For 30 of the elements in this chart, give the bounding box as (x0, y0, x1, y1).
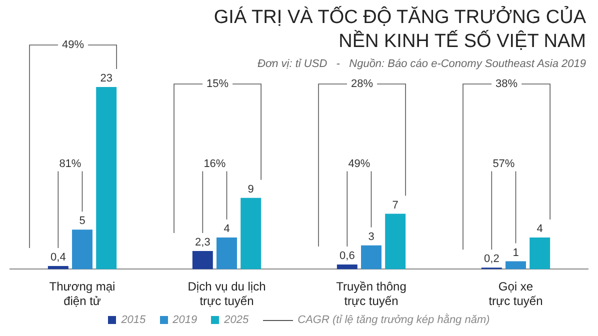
annotation: 38% (496, 78, 518, 90)
data-label: 1 (512, 246, 519, 259)
annotation: 57% (492, 158, 515, 170)
data-label: 7 (392, 199, 398, 212)
x-tick-label: Gọi xe trực tuyến (488, 280, 543, 308)
annotation: 81% (59, 158, 82, 170)
x-tick-label: Dịch vụ du lịch trực tuyến (188, 280, 266, 308)
annotation: 16% (204, 158, 226, 170)
x-tick-label: Truyền thông trực tuyến (336, 280, 406, 308)
data-label: 4 (536, 223, 543, 236)
data-label: 2,3 (195, 236, 210, 249)
text: CAGR (tỉ lệ tăng trưởng kép hằng năm) (298, 314, 490, 326)
legend-label: 2015 (121, 314, 146, 326)
x-tick-label: Thương mại điện tử (49, 280, 116, 308)
data-label: 0,6 (340, 250, 355, 262)
legend-label: 2019 (172, 314, 198, 326)
data-label: 5 (79, 215, 86, 228)
annotation: 28% (351, 78, 374, 90)
data-label: 4 (224, 223, 230, 236)
annotation: 49% (348, 158, 370, 170)
data-label: 0,4 (50, 252, 66, 264)
annotation: 15% (206, 78, 229, 90)
chart-subtitle: Đơn vị: tỉ USD - Nguồn: Báo cáo e-Conomy Southeast Asia 2019 (256, 58, 586, 70)
text: 49% (62, 39, 84, 52)
chart-title: GIÁ TRỊ VÀ TỐC ĐỘ TĂNG TRƯỞNG CỦA NỀN KINH TẾ SỐ VIỆT NAM (214, 6, 586, 54)
data-label: 3 (368, 230, 374, 243)
legend-label: 2025 (224, 314, 249, 326)
data-label: 9 (248, 183, 254, 196)
data-label: 0,2 (484, 253, 500, 266)
data-label: 23 (100, 72, 112, 85)
